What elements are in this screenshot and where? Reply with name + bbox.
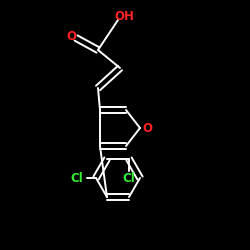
Text: Cl: Cl	[122, 172, 136, 186]
Text: Cl: Cl	[71, 172, 84, 184]
Text: O: O	[66, 30, 76, 43]
Text: O: O	[142, 122, 152, 134]
Text: OH: OH	[114, 10, 134, 24]
